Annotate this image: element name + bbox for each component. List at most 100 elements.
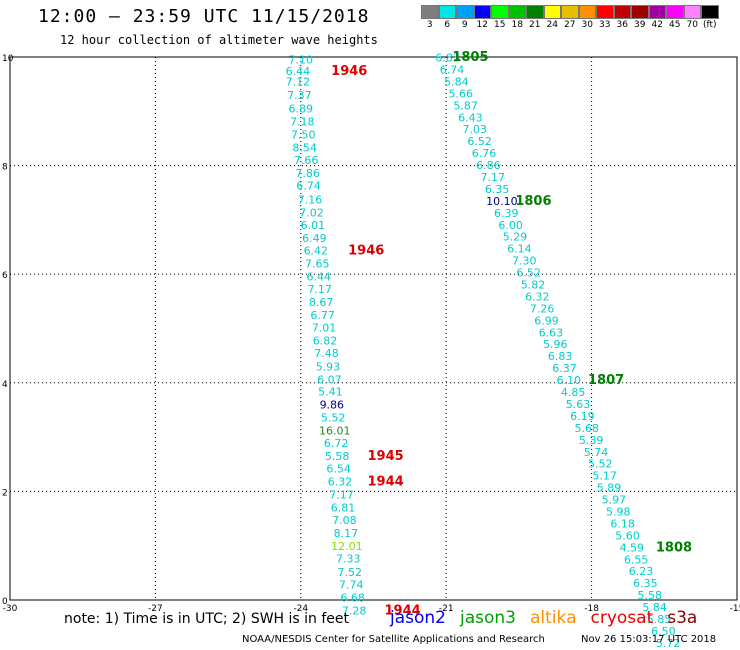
wave-height-value: 6.83: [435, 52, 460, 65]
x-tick-label: -18: [584, 604, 599, 614]
y-tick-label: 10: [2, 54, 14, 64]
pass-time-label: 1808: [656, 540, 692, 555]
legend-label: 21: [529, 20, 541, 30]
wave-height-value: 5.17: [592, 470, 617, 483]
pass-time-label: 1806: [515, 194, 551, 209]
legend-swatch: [508, 5, 526, 19]
legend-label: 3: [426, 20, 433, 30]
legend-swatch: [543, 5, 561, 19]
pass-time-label: 1944: [384, 603, 420, 618]
note-text: note: 1) Time is in UTC; 2) SWH is in fe…: [64, 611, 350, 627]
wave-height-value: 6.35: [633, 577, 658, 590]
wave-height-value: 6.14: [507, 243, 532, 256]
legend-swatches: [421, 5, 719, 19]
x-tick-label: -15: [730, 604, 740, 614]
wave-height-value: 7.26: [530, 302, 555, 315]
plot-frame: [9, 56, 738, 601]
wave-height-value: 6.39: [494, 207, 519, 220]
chart-title: 12:00 – 23:59 UTC 11/15/2018: [38, 6, 370, 27]
legend-swatch: [596, 5, 614, 19]
legend-swatch: [491, 5, 509, 19]
wave-height-value: 6.49: [302, 232, 327, 245]
legend-label: 12: [476, 20, 488, 30]
satellite-label: jason2: [390, 608, 446, 628]
wave-height-value: 6.50: [651, 625, 676, 638]
legend-label: 18: [511, 20, 523, 30]
wave-height-value: 6.83: [548, 350, 573, 363]
legend-swatch: [578, 5, 596, 19]
color-legend: 3 6 9 12 15 18 21 24 27 30 33 36 39 42 45 70 (ft): [421, 5, 719, 33]
wave-height-value: 8.54: [292, 142, 317, 155]
legend-swatch: [666, 5, 684, 19]
legend-swatch: [683, 5, 701, 19]
wave-height-value: 6.44: [306, 270, 331, 283]
wave-height-value: 5.84: [642, 601, 667, 614]
wave-height-value: 6.00: [498, 219, 523, 232]
legend-label: (ft): [702, 20, 717, 30]
wave-height-value: 5.52: [588, 458, 613, 471]
wave-height-value: 5.98: [606, 505, 631, 518]
wave-height-value: 7.17: [307, 283, 332, 296]
wave-height-value: 7.10: [289, 54, 314, 67]
x-tick-label: -30: [3, 604, 18, 614]
legend-label: 27: [564, 20, 576, 30]
legend-label: 9: [461, 20, 468, 30]
wave-height-value: 6.43: [458, 111, 483, 124]
wave-height-value: 5.85: [647, 613, 672, 626]
wave-height-value: 6.82: [313, 334, 338, 347]
legend-label: 45: [669, 20, 681, 30]
wave-height-value: 5.87: [453, 99, 478, 112]
wave-height-value: 7.12: [286, 75, 311, 88]
wave-height-value: 6.86: [476, 159, 501, 172]
satellite-label: altika: [530, 608, 577, 628]
x-tick-label: -21: [439, 604, 454, 614]
wave-height-value: 7.48: [314, 347, 339, 360]
wave-height-value: 9.86: [320, 399, 345, 412]
legend-swatch: [701, 5, 719, 19]
legend-swatch: [526, 5, 544, 19]
wave-height-value: 6.68: [340, 591, 365, 604]
y-tick-label: 8: [2, 163, 8, 173]
wave-height-value: 7.50: [291, 129, 316, 142]
wave-height-value: 7.16: [298, 193, 323, 206]
legend-swatch: [631, 5, 649, 19]
legend-label: 39: [634, 20, 646, 30]
wave-height-value: 8.17: [334, 527, 359, 540]
wave-height-value: 4.59: [620, 541, 645, 554]
legend-label: 24: [546, 20, 558, 30]
pass-time-label: 1807: [588, 373, 624, 388]
wave-height-value: 6.72: [324, 437, 349, 450]
wave-height-value: 7.03: [463, 123, 488, 136]
wave-height-value: 6.63: [539, 326, 564, 339]
y-tick-label: 0: [2, 597, 8, 607]
pass-time-label: 1945: [368, 449, 404, 464]
wave-height-value: 7.74: [339, 578, 364, 591]
wave-height-value: 6.44: [286, 65, 311, 78]
wave-height-value: 6.32: [328, 476, 353, 489]
wave-height-value: 5.58: [325, 450, 350, 463]
wave-height-value: 8.67: [309, 296, 334, 309]
wave-height-value: 6.07: [317, 374, 342, 387]
legend-label: 15: [494, 20, 506, 30]
wave-height-value: 7.17: [480, 171, 505, 184]
wave-height-value: 6.77: [310, 309, 335, 322]
wave-height-value: 6.23: [629, 565, 654, 578]
wave-height-value: 5.41: [318, 385, 343, 398]
wave-height-value: 6.52: [467, 135, 492, 148]
satellite-label: jason3: [460, 608, 516, 628]
x-tick-label: -27: [148, 604, 163, 614]
wave-height-value: 5.82: [521, 279, 546, 292]
legend-swatch: [561, 5, 579, 19]
legend-swatch: [613, 5, 631, 19]
wave-height-value: 6.74: [440, 63, 465, 76]
wave-height-value: 6.55: [624, 553, 649, 566]
pass-time-label: 1946: [348, 243, 384, 258]
wave-height-value: 7.02: [299, 206, 324, 219]
x-tick-label: -24: [293, 604, 308, 614]
wave-height-value: 6.74: [296, 180, 321, 193]
wave-height-value: 6.01: [301, 219, 326, 232]
wave-height-value: 6.99: [534, 314, 559, 327]
legend-label: 33: [599, 20, 611, 30]
wave-height-value: 6.10: [557, 374, 582, 387]
wave-height-value: 5.29: [503, 231, 528, 244]
